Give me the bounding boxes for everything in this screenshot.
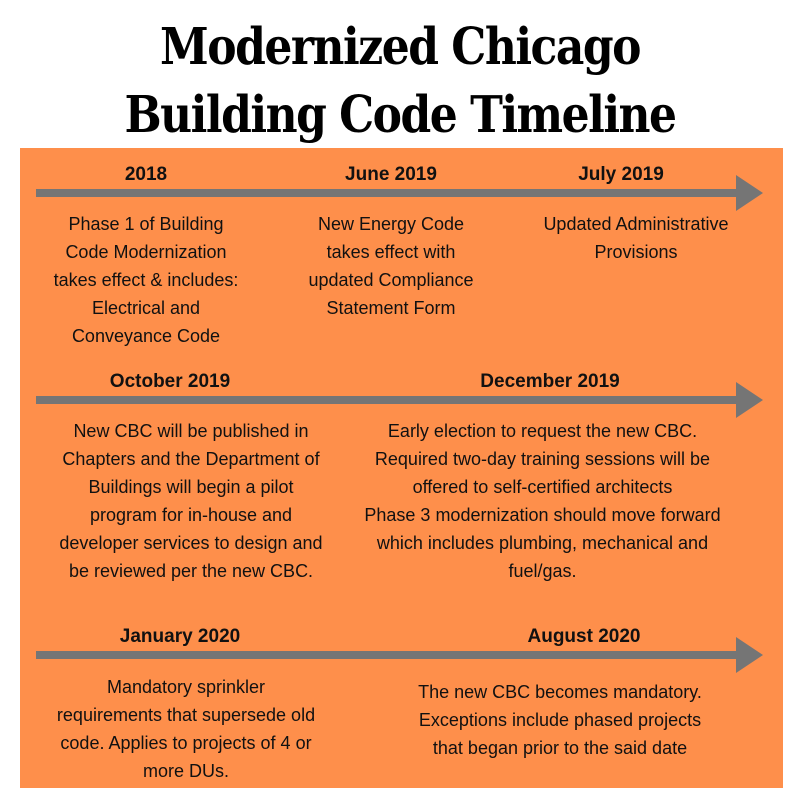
desc-line: takes effect & includes: [53, 270, 239, 290]
desc-line: more DUs. [142, 761, 229, 781]
arrow-head-icon [736, 382, 763, 418]
event-description: Phase 1 of Building Code Modernization t… [36, 210, 256, 350]
event-description: Early election to request the new CBC. R… [340, 417, 745, 585]
event-date: July 2019 [578, 164, 664, 185]
event-date: December 2019 [480, 371, 620, 392]
desc-line: offered to self-certified architects [412, 477, 673, 497]
desc-line: fuel/gas. [508, 561, 577, 581]
desc-line: code. Applies to projects of 4 or [60, 733, 312, 753]
desc-line: Chapters and the Department of [62, 449, 320, 469]
desc-line: program for in-house and [89, 505, 293, 525]
desc-line: Required two-day training sessions will … [374, 449, 711, 469]
event-description: Updated Administrative Provisions [526, 210, 746, 266]
page-title-line-2: Building Code Timeline [124, 86, 677, 145]
desc-line: requirements that supersede old [56, 705, 316, 725]
desc-line: Mandatory sprinkler [106, 677, 266, 697]
desc-line: Electrical and [91, 298, 201, 318]
event-description: Mandatory sprinkler requirements that su… [36, 673, 336, 785]
event-date: June 2019 [345, 164, 437, 185]
desc-line: Exceptions include phased projects [418, 710, 702, 730]
desc-line: updated Compliance [308, 270, 474, 290]
desc-line: New Energy Code [317, 214, 465, 234]
timeline-panel [20, 148, 783, 788]
event-date: January 2020 [119, 626, 241, 647]
event-date: August 2020 [527, 626, 641, 647]
page-title-line-1: Modernized Chicago [160, 18, 641, 77]
event-description: The new CBC becomes mandatory. Exception… [390, 678, 730, 762]
desc-line: which includes plumbing, mechanical and [376, 533, 709, 553]
desc-line: takes effect with [326, 242, 456, 262]
desc-line: Phase 3 modernization should move forwar… [364, 505, 721, 525]
desc-line: New CBC will be published in [73, 421, 309, 441]
desc-line: Statement Form [326, 298, 456, 318]
desc-line: Conveyance Code [71, 326, 221, 346]
desc-line: Updated Administrative [543, 214, 729, 234]
desc-line: developer services to design and [59, 533, 323, 553]
desc-line: Early election to request the new CBC. [387, 421, 698, 441]
event-description: New Energy Code takes effect with update… [286, 210, 496, 322]
desc-line: Buildings will begin a pilot [88, 477, 294, 497]
desc-line: Provisions [594, 242, 678, 262]
event-date: October 2019 [109, 371, 231, 392]
event-date: 2018 [124, 164, 168, 185]
desc-line: that began prior to the said date [432, 738, 688, 758]
event-description: New CBC will be published in Chapters an… [36, 417, 346, 585]
desc-line: be reviewed per the new CBC. [68, 561, 314, 581]
desc-line: Phase 1 of Building [68, 214, 224, 234]
arrow-head-icon [736, 175, 763, 211]
desc-line: The new CBC becomes mandatory. [418, 682, 702, 702]
arrow-line [36, 396, 738, 404]
arrow-line [36, 189, 738, 197]
desc-line: Code Modernization [65, 242, 227, 262]
arrow-line [36, 651, 738, 659]
arrow-head-icon [736, 637, 763, 673]
